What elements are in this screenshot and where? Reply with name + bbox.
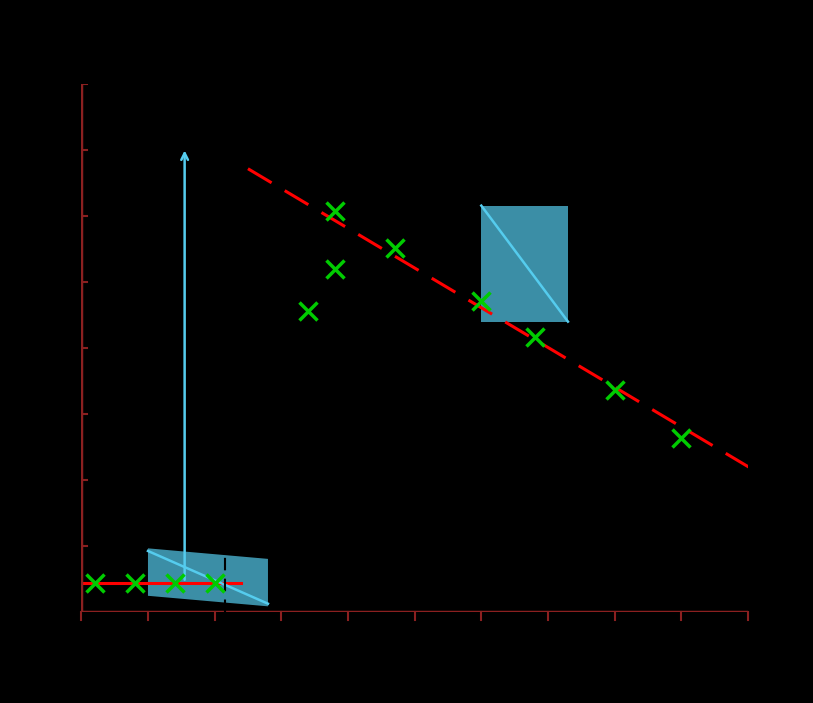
Text: T: T (374, 31, 390, 54)
Polygon shape (481, 205, 568, 322)
Text: 2: 2 (732, 619, 744, 637)
Text: t                s: t s (198, 653, 323, 672)
Text: 1: 1 (83, 619, 95, 637)
Text: b: b (440, 46, 454, 68)
Text: e: e (764, 302, 776, 321)
Polygon shape (148, 548, 268, 606)
